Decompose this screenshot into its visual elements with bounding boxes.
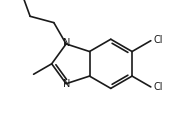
Text: Cl: Cl bbox=[154, 35, 163, 45]
Text: N: N bbox=[63, 38, 71, 48]
Text: N: N bbox=[63, 79, 70, 89]
Text: Cl: Cl bbox=[154, 82, 163, 92]
